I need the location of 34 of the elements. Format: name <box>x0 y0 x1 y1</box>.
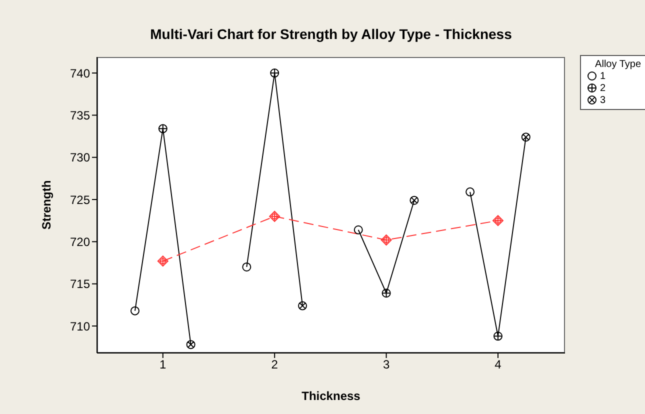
point <box>380 234 392 246</box>
x-axis-title: Thickness <box>302 389 361 403</box>
x-tick-label: 4 <box>494 358 502 372</box>
y-tick-label: 735 <box>70 108 90 122</box>
legend-label: 2 <box>600 82 606 94</box>
y-axis-title: Strength <box>39 180 54 230</box>
point <box>269 210 280 222</box>
point <box>157 256 168 267</box>
legend-label: 1 <box>600 70 606 82</box>
y-tick-label: 720 <box>70 234 90 249</box>
y-tick-label: 740 <box>70 66 90 80</box>
y-tick-label: 710 <box>70 319 90 334</box>
point <box>466 187 475 196</box>
point <box>298 301 308 310</box>
y-tick-label: 730 <box>70 150 90 165</box>
x-tick-label: 3 <box>382 358 390 372</box>
point <box>410 196 419 205</box>
point <box>521 132 530 142</box>
legend-label: 3 <box>600 94 606 106</box>
y-tick-label: 725 <box>70 192 90 207</box>
chart-title: Multi-Vari Chart for Strength by Alloy Type - Thickness <box>149 26 513 42</box>
legend-title: Alloy Type <box>594 59 641 70</box>
point <box>270 68 280 78</box>
point <box>492 215 504 226</box>
point <box>242 262 252 272</box>
point <box>158 124 168 134</box>
point <box>493 332 502 341</box>
x-tick-label: 1 <box>160 358 167 372</box>
point <box>186 340 196 350</box>
point <box>354 225 363 234</box>
x-tick-label: 2 <box>271 358 278 372</box>
point <box>382 288 391 298</box>
point <box>130 306 140 316</box>
y-tick-label: 715 <box>70 277 90 292</box>
